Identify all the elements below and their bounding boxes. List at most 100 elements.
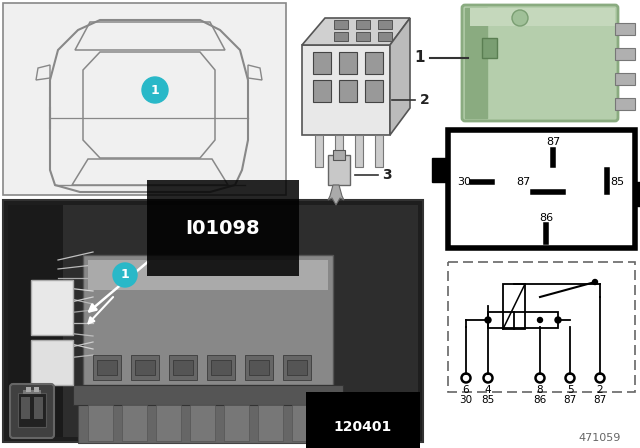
Circle shape: [593, 280, 598, 284]
Bar: [190, 405, 215, 441]
Bar: [249, 360, 269, 375]
Bar: [8, 205, 63, 437]
Bar: [615, 23, 635, 35]
Bar: [356, 20, 370, 29]
Bar: [3, 3, 286, 195]
Bar: [465, 8, 487, 118]
Bar: [334, 20, 348, 29]
FancyBboxPatch shape: [10, 384, 54, 438]
Bar: [482, 38, 497, 58]
Circle shape: [512, 10, 528, 26]
Circle shape: [485, 317, 491, 323]
Circle shape: [538, 318, 543, 323]
Text: 4: 4: [484, 385, 492, 395]
Polygon shape: [390, 18, 410, 135]
Bar: [328, 155, 350, 185]
Circle shape: [113, 263, 137, 287]
Bar: [26, 387, 31, 392]
Bar: [169, 355, 197, 380]
Bar: [334, 32, 348, 41]
Text: 1: 1: [415, 51, 425, 65]
Bar: [615, 48, 635, 60]
Bar: [211, 360, 231, 375]
Bar: [78, 403, 338, 443]
Bar: [131, 355, 159, 380]
Text: 86: 86: [533, 395, 547, 405]
Bar: [615, 73, 635, 85]
Bar: [292, 405, 317, 441]
Bar: [333, 150, 345, 160]
Bar: [21, 397, 30, 419]
Bar: [503, 284, 525, 329]
Bar: [365, 52, 383, 74]
Bar: [18, 393, 46, 427]
Bar: [448, 262, 635, 392]
Bar: [339, 80, 357, 102]
Bar: [245, 355, 273, 380]
Bar: [335, 135, 343, 167]
Bar: [97, 360, 117, 375]
Text: 85: 85: [610, 177, 624, 187]
Bar: [315, 135, 323, 167]
Bar: [313, 52, 331, 74]
Bar: [355, 135, 363, 167]
Text: 87: 87: [546, 137, 560, 147]
Text: 8: 8: [537, 385, 543, 395]
Bar: [224, 405, 249, 441]
Text: I01098: I01098: [186, 219, 260, 237]
Text: 3: 3: [382, 168, 392, 182]
Bar: [8, 205, 418, 437]
Text: 1: 1: [150, 83, 159, 96]
Bar: [339, 52, 357, 74]
Bar: [375, 135, 383, 167]
Bar: [470, 8, 615, 26]
Text: 2: 2: [596, 385, 604, 395]
Bar: [448, 130, 635, 248]
Bar: [615, 98, 635, 110]
Bar: [3, 200, 423, 442]
Bar: [122, 405, 147, 441]
Bar: [88, 405, 113, 441]
Circle shape: [555, 317, 561, 323]
Bar: [365, 80, 383, 102]
Bar: [34, 397, 43, 419]
Polygon shape: [302, 18, 410, 45]
Bar: [313, 80, 331, 102]
Text: 1: 1: [120, 268, 129, 281]
Text: 85: 85: [481, 395, 495, 405]
Bar: [135, 360, 155, 375]
Bar: [73, 385, 343, 405]
Text: 87: 87: [563, 395, 577, 405]
Bar: [156, 405, 181, 441]
Text: 120401: 120401: [334, 420, 392, 434]
Bar: [88, 260, 328, 290]
Polygon shape: [328, 185, 344, 205]
Bar: [31, 340, 73, 385]
Text: 6: 6: [463, 385, 469, 395]
Circle shape: [142, 77, 168, 103]
Bar: [283, 355, 311, 380]
Bar: [378, 32, 392, 41]
Bar: [207, 355, 235, 380]
Text: 2: 2: [420, 93, 429, 107]
Bar: [258, 405, 283, 441]
Bar: [287, 360, 307, 375]
Bar: [173, 360, 193, 375]
Text: 30: 30: [457, 177, 471, 187]
Bar: [31, 280, 73, 335]
Bar: [23, 390, 41, 394]
Bar: [432, 158, 448, 182]
Text: 87: 87: [593, 395, 607, 405]
Bar: [34, 387, 39, 392]
Bar: [83, 255, 333, 385]
Text: 5: 5: [566, 385, 573, 395]
Text: 86: 86: [539, 213, 553, 223]
Bar: [302, 45, 390, 135]
Bar: [378, 20, 392, 29]
FancyBboxPatch shape: [462, 5, 618, 121]
Text: 471059: 471059: [579, 433, 621, 443]
Bar: [356, 32, 370, 41]
Text: 30: 30: [460, 395, 472, 405]
Bar: [93, 355, 121, 380]
Bar: [635, 182, 640, 206]
